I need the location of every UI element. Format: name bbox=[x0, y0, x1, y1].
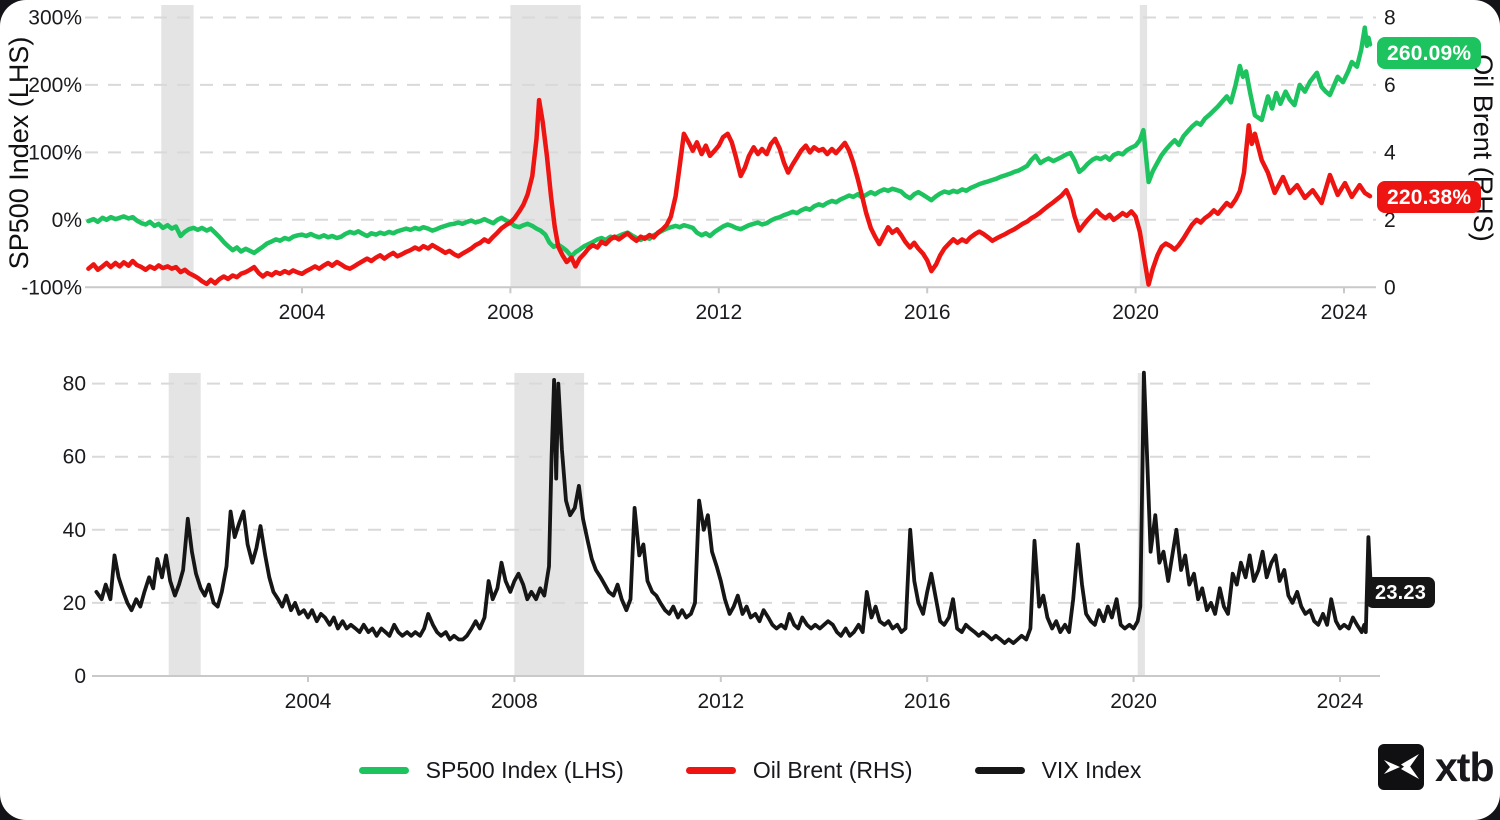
xtb-logo-text: xtb bbox=[1435, 744, 1494, 790]
x-tick-label: 2016 bbox=[904, 301, 951, 324]
sp500-value-badge: 260.09% bbox=[1377, 37, 1482, 69]
y-tick-label-right: 0 bbox=[1384, 276, 1396, 299]
x-tick-label: 2016 bbox=[904, 690, 951, 713]
vix-swatch-icon bbox=[974, 766, 1025, 774]
legend-label-brent: Oil Brent (RHS) bbox=[752, 756, 913, 783]
y-tick-label: 100% bbox=[28, 141, 82, 164]
legend-item-vix: VIX Index bbox=[974, 756, 1142, 784]
x-tick-label: 2012 bbox=[697, 690, 744, 713]
xtb-logo-icon bbox=[1378, 744, 1424, 790]
brent-value-badge: 220.38% bbox=[1377, 181, 1482, 213]
legend-label-sp500: SP500 Index (LHS) bbox=[425, 756, 624, 783]
recession-band bbox=[168, 373, 201, 676]
x-tick-label: 2008 bbox=[487, 301, 534, 324]
vix-value-badge: 23.23 bbox=[1366, 577, 1436, 608]
y-tick-label: 60 bbox=[63, 446, 86, 469]
legend-item-sp500: SP500 Index (LHS) bbox=[358, 756, 624, 784]
sp500-swatch-icon bbox=[358, 766, 409, 774]
y-tick-label: 40 bbox=[63, 519, 86, 542]
x-tick-label: 2020 bbox=[1110, 690, 1157, 713]
oil-brent-rhs--line bbox=[86, 97, 1373, 287]
y-tick-label: 0 bbox=[74, 665, 86, 688]
x-tick-label: 2024 bbox=[1317, 690, 1364, 713]
x-tick-label: 2008 bbox=[491, 690, 538, 713]
x-tick-label: 2004 bbox=[285, 690, 332, 713]
y-tick-label-right: 6 bbox=[1384, 74, 1396, 97]
legend-label-vix: VIX Index bbox=[1041, 756, 1142, 783]
sp500-index-lhs--line bbox=[86, 25, 1373, 259]
legend: SP500 Index (LHS) Oil Brent (RHS) VIX In… bbox=[0, 748, 1500, 792]
top-chart: 300% 200% 100% 0% -100% 8 6 4 2 0 2004 2008 2012 2016… bbox=[21, 5, 1396, 324]
y-tick-label-right: 4 bbox=[1384, 141, 1396, 164]
y-tick-label-right: 8 bbox=[1384, 7, 1396, 30]
x-tick-label: 2012 bbox=[695, 301, 742, 324]
y-tick-label: 200% bbox=[28, 74, 82, 97]
y-tick-label: 20 bbox=[63, 592, 86, 615]
brent-swatch-icon bbox=[685, 766, 736, 774]
bottom-chart: 80 60 40 20 0 2004 2008 2012 2016 2020 2024 bbox=[63, 370, 1380, 713]
recession-band bbox=[161, 5, 194, 288]
vix-index-line bbox=[94, 370, 1373, 645]
legend-item-brent: Oil Brent (RHS) bbox=[685, 756, 913, 784]
left-axis-title: SP500 Index (LHS) bbox=[4, 36, 34, 270]
y-tick-label: -100% bbox=[21, 276, 82, 299]
y-tick-label-right: 2 bbox=[1384, 209, 1396, 232]
x-tick-label: 2004 bbox=[279, 301, 326, 324]
xtb-logo: xtb bbox=[1378, 744, 1494, 790]
x-tick-label: 2020 bbox=[1112, 301, 1159, 324]
y-tick-label: 300% bbox=[28, 7, 82, 30]
y-tick-label: 80 bbox=[63, 373, 86, 396]
y-tick-label: 0% bbox=[52, 209, 82, 232]
x-tick-label: 2024 bbox=[1321, 301, 1368, 324]
